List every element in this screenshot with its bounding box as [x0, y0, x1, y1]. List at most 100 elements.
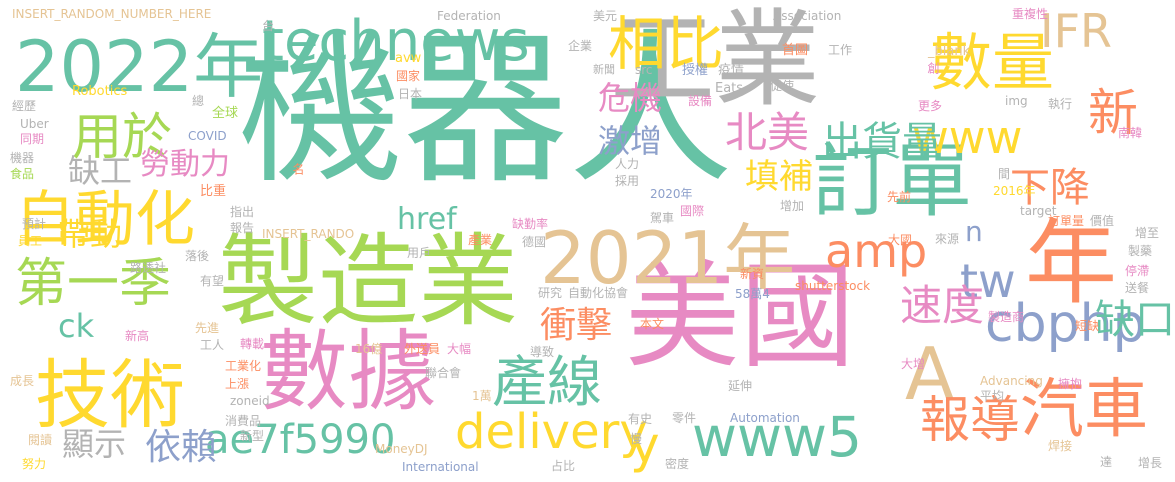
word-60-src: src [635, 63, 653, 77]
word-148-cjk: 密度 [665, 457, 690, 471]
word-150-cjk: 達 [1100, 455, 1113, 469]
word-71-cjk: 促使 [770, 79, 795, 93]
word-113-cjk: 研究 [538, 286, 563, 300]
word-115-58-4: 58萬4 [735, 287, 770, 301]
word-81-cjk: 人力 [615, 157, 640, 171]
word-24-cjk: 用於 [72, 108, 172, 166]
word-64-robotics: Robotics [72, 84, 128, 99]
word-89-cjk: 指出 [230, 205, 255, 219]
word-108-cjk: 製藥 [1128, 244, 1153, 258]
word-41-cjk: 帶動 [58, 215, 123, 253]
word-59-cjk: 新聞 [593, 63, 615, 76]
word-117-cjk: 送餐 [1125, 281, 1150, 295]
word-33-ae7f5990: ae7f5990 [205, 417, 396, 463]
word-129-cjk: 大增 [901, 357, 926, 371]
word-91-cjk: 增加 [780, 199, 805, 213]
word-20-cjk: 第一季 [15, 254, 172, 314]
word-27-cjk: 報導 [920, 391, 1020, 449]
word-141-cjk: 有史 [628, 412, 653, 426]
word-102-cjk: 大國 [888, 233, 913, 247]
word-16-delivery: delivery [455, 404, 648, 460]
word-13-cjk: 數量 [930, 26, 1055, 99]
word-55-cjk: 首圖 [782, 43, 809, 58]
word-87-cjk: 比重 [200, 184, 227, 199]
word-107-cjk: 來源 [935, 232, 960, 246]
word-82-cjk: 採用 [615, 174, 640, 188]
word-145-cjk: 新型 [240, 429, 265, 443]
word-14-cjk: 相比 [608, 10, 725, 78]
word-140-cjk: 消費品 [225, 414, 262, 428]
word-154-cjk: 增長 [1138, 456, 1163, 470]
word-114-cjk: 自動化協會 [568, 286, 629, 300]
word-137-cjk: 平均 [980, 389, 1005, 403]
word-7-technews: technews [262, 9, 530, 74]
word-75-cjk: 南韓 [1118, 126, 1143, 140]
word-25-tw: tw [960, 254, 1016, 308]
word-29-cjk: 出貨量 [822, 119, 942, 165]
word-92-target: target [1020, 204, 1057, 218]
word-3-cjk: 製造業 [218, 223, 518, 340]
word-72-cjk: 更多 [918, 99, 943, 113]
word-124-cjk: 轉載 [240, 337, 265, 351]
word-80-cjk: 食品 [10, 167, 35, 181]
word-66-cjk: 總 [192, 94, 205, 108]
word-100-cjk: 產業 [468, 233, 493, 247]
word-133-zoneid: zoneid [230, 394, 270, 408]
word-143-automation: Automation [730, 411, 800, 425]
word-31-cjk: 速度 [900, 281, 985, 330]
word-77-cjk: 同期 [20, 132, 45, 146]
word-152-international: International [402, 460, 479, 474]
word-57-avw: avw [395, 51, 422, 66]
word-116-shutterstock: shutterstock [795, 279, 871, 293]
word-32-cjk: 缺口 [1095, 297, 1175, 343]
word-35-cjk: 依賴 [145, 427, 218, 468]
word-127-cjk: 大幅 [447, 342, 472, 356]
word-134-cjk: 聯合會 [425, 366, 462, 380]
word-88-cjk: 先前 [887, 190, 912, 204]
word-128-cjk: 導致 [530, 345, 555, 359]
word-46-n: n [965, 215, 983, 248]
word-54-cjk: 企業 [568, 39, 593, 53]
word-83-cjk: 名 [291, 163, 305, 175]
word-84-cjk: 間 [998, 167, 1011, 181]
word-126-cjk: 外送員 [404, 342, 441, 356]
word-153-cjk: 占比 [551, 459, 576, 473]
word-104-cjk: 落後 [185, 249, 210, 263]
word-34-cjk: 衝擊 [540, 305, 613, 346]
word-62-cjk: 疫情 [718, 63, 745, 78]
word-15-cjk: 汽車 [1020, 373, 1148, 447]
word-78-covid: COVID [188, 129, 227, 143]
word-42-href: href [397, 202, 457, 237]
word-18-cbphp: cbphp [985, 294, 1146, 354]
word-44-cjk: 顯示 [62, 425, 127, 463]
word-51-cjk: 重複性 [1012, 7, 1049, 21]
word-136-cjk: 擁抱 [1058, 377, 1083, 391]
word-50-association: Association [773, 9, 842, 23]
word-0-cjk: 機器人 [238, 14, 733, 206]
word-23-cjk: 新 [1088, 84, 1138, 142]
word-146-moneydj: MoneyDJ [375, 442, 428, 456]
word-142-cjk: 零件 [672, 411, 697, 425]
word-93-cjk: 預計 [22, 217, 47, 231]
word-131-cjk: 成長 [10, 374, 35, 388]
word-112-cjk: 有望 [200, 274, 225, 288]
word-2-cjk: 美國 [625, 250, 856, 384]
word-38-cjk: 填補 [745, 157, 813, 197]
word-10-cjk: 訂單 [812, 135, 972, 228]
word-130-cjk: 工業化 [225, 359, 262, 373]
word-30-cjk: 下降 [1010, 165, 1090, 211]
word-43-ck: ck [58, 307, 95, 345]
word-94-cjk: 報告 [230, 221, 255, 235]
word-76-uber: Uber [20, 117, 49, 131]
word-99-insert-rando: INSERT_RANDO [262, 227, 355, 241]
word-139-1: 1萬 [472, 389, 492, 403]
word-39-cjk: 勞動力 [140, 147, 230, 182]
word-4-cjk: 年 [1025, 210, 1118, 317]
word-147-cjk: 慢 [630, 432, 643, 446]
word-28-cjk: 北美 [725, 108, 810, 157]
word-132-cjk: 上漲 [225, 377, 250, 391]
word-53-cjk: 台 [262, 19, 275, 33]
word-5-cjk: 數據 [260, 320, 437, 423]
word-86-2020: 2020年 [650, 187, 693, 201]
